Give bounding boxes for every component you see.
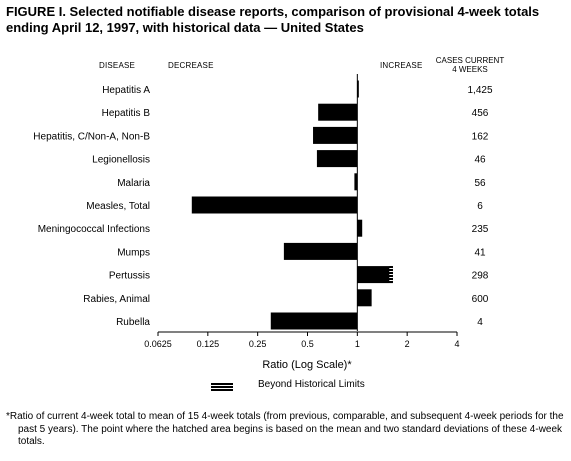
- x-tick-label: 0.0625: [144, 339, 172, 349]
- x-tick-label: 0.125: [197, 339, 220, 349]
- category-label: Malaria: [117, 178, 150, 189]
- category-label: Rabies, Animal: [83, 294, 150, 305]
- x-tick-label: 2: [405, 339, 410, 349]
- bar: [316, 150, 358, 168]
- cases-value: 162: [472, 131, 489, 142]
- cases-value: 600: [472, 294, 489, 305]
- cases-column-header: CASES CURRENT 4 WEEKS: [430, 56, 510, 74]
- bar: [283, 242, 358, 260]
- cases-value: 298: [472, 271, 489, 282]
- x-tick-label: 1: [355, 339, 360, 349]
- footnote: *Ratio of current 4-week total to mean o…: [6, 411, 566, 449]
- x-tick-label: 0.25: [249, 339, 267, 349]
- bar: [357, 266, 393, 284]
- cases-value: 56: [474, 178, 486, 189]
- bar: [357, 289, 372, 307]
- disease-column-header: DISEASE: [99, 61, 136, 70]
- footnote-text: *Ratio of current 4-week total to mean o…: [6, 411, 564, 447]
- cases-value: 4: [477, 317, 483, 328]
- bar: [357, 80, 359, 98]
- cases-header-line2: 4 WEEKS: [452, 65, 488, 74]
- category-label: Hepatitis B: [102, 108, 151, 119]
- beyond-limits-segment: [389, 266, 393, 284]
- cases-value: 41: [474, 247, 486, 258]
- cases-value: 1,425: [467, 85, 492, 96]
- cases-value: 46: [474, 155, 486, 166]
- bar: [270, 312, 358, 330]
- category-label: Measles, Total: [86, 201, 150, 212]
- category-label: Meningococcal Infections: [38, 224, 150, 235]
- bar: [313, 126, 358, 144]
- cases-value: 6: [477, 201, 483, 212]
- legend-swatch: [211, 383, 233, 392]
- legend-label: Beyond Historical Limits: [258, 379, 365, 390]
- category-label: Legionellosis: [92, 155, 150, 166]
- decrease-header: DECREASE: [168, 61, 214, 70]
- x-tick-label: 0.5: [301, 339, 314, 349]
- bar: [318, 103, 358, 121]
- bar: [191, 196, 358, 214]
- category-label: Hepatitis, C/Non-A, Non-B: [33, 131, 150, 142]
- category-label: Hepatitis A: [102, 85, 150, 96]
- bar: [357, 219, 363, 237]
- cases-value: 456: [472, 108, 489, 119]
- x-tick-label: 4: [454, 339, 459, 349]
- cases-value: 235: [472, 224, 489, 235]
- increase-header: INCREASE: [380, 61, 423, 70]
- category-label: Mumps: [117, 247, 150, 258]
- bar: [354, 173, 358, 191]
- x-axis-label: Ratio (Log Scale)*: [262, 359, 352, 371]
- cases-header-line1: CASES CURRENT: [435, 56, 505, 65]
- category-label: Pertussis: [109, 271, 150, 282]
- figure-title: FIGURE I. Selected notifiable disease re…: [6, 4, 540, 35]
- category-label: Rubella: [116, 317, 150, 328]
- legend: [211, 383, 233, 392]
